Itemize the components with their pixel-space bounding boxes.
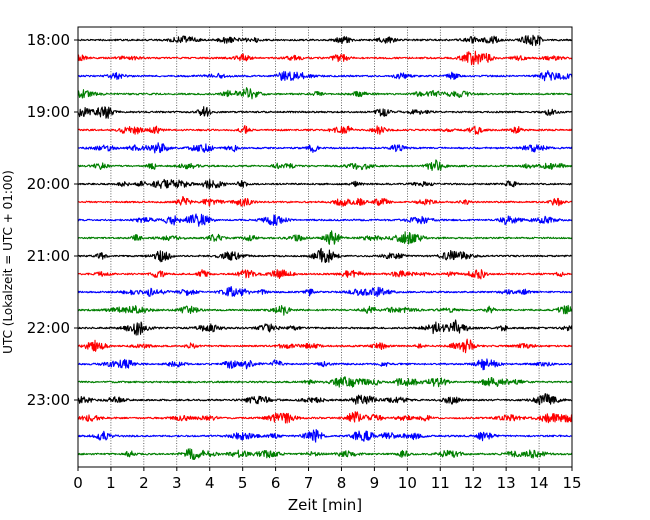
traces-layer xyxy=(77,34,573,460)
x-axis: 0 1 2 3 4 5 6 7 8 9 10 11 12 13 14 15 xyxy=(73,467,582,492)
trace-1815 xyxy=(77,50,573,66)
x-tick-label-12: 12 xyxy=(464,474,483,492)
x-tick-label-4: 4 xyxy=(205,474,215,492)
trace-1900 xyxy=(77,106,573,119)
trace-2015 xyxy=(77,195,573,207)
trace-1915 xyxy=(77,124,573,135)
trace-2300 xyxy=(77,393,573,406)
trace-2000 xyxy=(77,178,573,190)
y-tick-label-2: 20:00 xyxy=(27,175,70,193)
trace-2245 xyxy=(77,376,573,388)
y-axis: 18:00 19:00 20:00 21:00 22:00 23:00 xyxy=(27,31,78,409)
trace-2215 xyxy=(77,338,573,354)
y-tick-label-4: 22:00 xyxy=(27,319,70,337)
x-tick-label-5: 5 xyxy=(238,474,248,492)
plot-frame xyxy=(77,26,573,468)
trace-2030 xyxy=(77,213,572,227)
trace-2230 xyxy=(77,358,573,371)
grid-layer xyxy=(110,27,540,467)
trace-1830 xyxy=(77,70,573,82)
trace-1945 xyxy=(77,159,573,172)
x-tick-label-14: 14 xyxy=(530,474,549,492)
x-axis-label: Zeit [min] xyxy=(288,496,362,514)
trace-2200 xyxy=(77,319,573,336)
y-tick-label-0: 18:00 xyxy=(27,31,70,49)
x-tick-label-15: 15 xyxy=(562,474,581,492)
trace-2100 xyxy=(77,247,573,264)
y-tick-label-1: 19:00 xyxy=(27,103,70,121)
y-axis-label: UTC (Lokalzeit = UTC + 01:00) xyxy=(1,170,15,354)
trace-2145 xyxy=(77,304,573,316)
x-tick-label-2: 2 xyxy=(139,474,149,492)
trace-2330 xyxy=(77,428,573,443)
x-tick-label-10: 10 xyxy=(398,474,417,492)
x-tick-label-3: 3 xyxy=(172,474,182,492)
trace-2115 xyxy=(77,269,573,280)
x-tick-label-13: 13 xyxy=(497,474,516,492)
x-tick-label-6: 6 xyxy=(271,474,281,492)
trace-2315 xyxy=(77,411,573,424)
y-tick-label-5: 23:00 xyxy=(27,391,70,409)
trace-2130 xyxy=(77,285,573,298)
x-tick-label-9: 9 xyxy=(370,474,380,492)
x-tick-label-11: 11 xyxy=(431,474,450,492)
trace-1845 xyxy=(77,87,573,100)
y-tick-label-3: 21:00 xyxy=(27,247,70,265)
x-tick-label-8: 8 xyxy=(337,474,347,492)
trace-2345 xyxy=(77,448,573,460)
x-tick-label-1: 1 xyxy=(106,474,116,492)
trace-1930 xyxy=(77,142,573,154)
x-tick-label-0: 0 xyxy=(73,474,83,492)
trace-2045 xyxy=(77,230,573,245)
trace-1800 xyxy=(77,34,573,47)
x-tick-label-7: 7 xyxy=(304,474,314,492)
